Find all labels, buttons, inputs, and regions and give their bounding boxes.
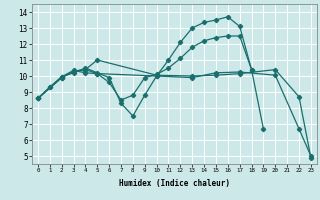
X-axis label: Humidex (Indice chaleur): Humidex (Indice chaleur) [119, 179, 230, 188]
